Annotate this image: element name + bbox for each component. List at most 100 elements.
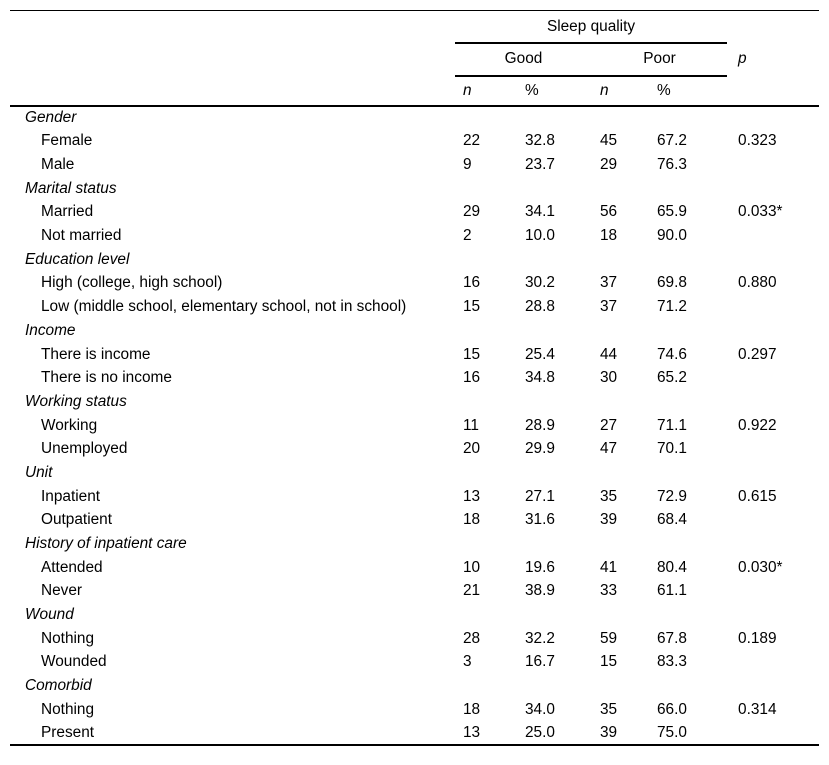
group-row: Comorbid xyxy=(10,674,819,698)
good-percent-cell: 30.2 xyxy=(525,274,555,292)
group-header-row: Good Poor p xyxy=(10,42,819,77)
p-value-cell xyxy=(727,437,819,461)
poor-n-cell: 47 xyxy=(600,440,618,458)
sub-header-row: n % n % xyxy=(10,75,820,107)
good-percent-cell: 28.8 xyxy=(525,298,555,316)
p-value-cell xyxy=(727,579,819,603)
data-row: There is no income 16 34.8 30 65.2 xyxy=(10,366,819,390)
poor-percent-cell: 69.8 xyxy=(657,274,687,292)
p-value-cell xyxy=(727,224,819,248)
good-n-cell: 28 xyxy=(463,629,481,647)
data-row: High (college, high school) 16 30.2 37 69.8 0… xyxy=(10,271,819,295)
poor-n-cell: 44 xyxy=(600,345,618,363)
data-row: Never 21 38.9 33 61.1 xyxy=(10,579,819,603)
poor-n-cell: 29 xyxy=(600,156,618,174)
group-label: Unit xyxy=(25,463,53,481)
p-value-cell xyxy=(727,721,819,745)
good-percent-cell: 29.9 xyxy=(525,440,555,458)
good-n-cell: 29 xyxy=(463,203,481,221)
p-value-cell xyxy=(727,366,819,390)
row-label: High (college, high school) xyxy=(41,274,223,292)
poor-n-cell: 59 xyxy=(600,629,618,647)
good-percent-cell: 31.6 xyxy=(525,511,555,529)
good-n-cell: 16 xyxy=(463,369,481,387)
good-percent-cell: 32.8 xyxy=(525,132,555,150)
table-header: Sleep quality Good Poor p n % n % xyxy=(10,10,820,107)
p-value-cell: 0.033* xyxy=(738,203,783,221)
poor-percent-cell: 71.1 xyxy=(657,416,687,434)
header-spacer xyxy=(10,75,455,107)
row-label: Outpatient xyxy=(41,511,113,529)
poor-percent-cell: 61.1 xyxy=(657,582,687,600)
good-percent-header: % xyxy=(517,75,592,107)
row-label: Nothing xyxy=(41,700,95,718)
sleep-quality-span-title: Sleep quality xyxy=(455,10,728,44)
data-row: Outpatient 18 31.6 39 68.4 xyxy=(10,508,819,532)
group-label: Marital status xyxy=(25,179,117,197)
poor-n-cell: 37 xyxy=(600,274,618,292)
poor-percent-cell: 65.2 xyxy=(657,369,687,387)
row-label: Female xyxy=(41,132,93,150)
good-column-header: Good xyxy=(455,42,592,77)
row-label: Attended xyxy=(41,558,103,576)
good-percent-cell: 23.7 xyxy=(525,156,555,174)
header-spacer xyxy=(727,75,820,107)
p-value-cell: 0.030* xyxy=(738,558,783,576)
good-n-cell: 10 xyxy=(463,558,481,576)
good-percent-cell: 19.6 xyxy=(525,558,555,576)
poor-n-cell: 39 xyxy=(600,511,618,529)
poor-percent-cell: 75.0 xyxy=(657,724,687,742)
row-label: There is no income xyxy=(41,369,172,387)
p-value-cell xyxy=(727,153,819,177)
data-row: Inpatient 13 27.1 35 72.9 0.615 xyxy=(10,485,819,509)
poor-percent-cell: 74.6 xyxy=(657,345,687,363)
good-percent-cell: 34.8 xyxy=(525,369,555,387)
poor-percent-cell: 76.3 xyxy=(657,156,687,174)
p-value-cell: 0.615 xyxy=(738,487,777,505)
poor-percent-cell: 70.1 xyxy=(657,440,687,458)
good-n-cell: 13 xyxy=(463,724,481,742)
data-row: Nothing 18 34.0 35 66.0 0.314 xyxy=(10,698,819,722)
p-value-cell: 0.323 xyxy=(738,132,777,150)
poor-percent-cell: 80.4 xyxy=(657,558,687,576)
good-n-cell: 2 xyxy=(463,227,472,245)
row-label: Never xyxy=(41,582,83,600)
data-row: Unemployed 20 29.9 47 70.1 xyxy=(10,437,819,461)
good-n-cell: 18 xyxy=(463,511,481,529)
row-label: There is income xyxy=(41,345,151,363)
poor-n-cell: 15 xyxy=(600,653,618,671)
poor-n-cell: 33 xyxy=(600,582,618,600)
good-percent-cell: 28.9 xyxy=(525,416,555,434)
row-label: Nothing xyxy=(41,629,95,647)
poor-n-cell: 45 xyxy=(600,132,618,150)
p-value-cell: 0.297 xyxy=(738,345,777,363)
poor-n-cell: 39 xyxy=(600,724,618,742)
poor-percent-cell: 67.8 xyxy=(657,629,687,647)
p-column-header: p xyxy=(738,50,747,68)
good-n-cell: 21 xyxy=(463,582,481,600)
good-n-cell: 11 xyxy=(463,416,479,434)
p-value-cell: 0.880 xyxy=(738,274,777,292)
poor-n-cell: 35 xyxy=(600,700,618,718)
poor-n-cell: 37 xyxy=(600,298,618,316)
poor-n-header: n xyxy=(592,75,649,107)
group-label: Gender xyxy=(25,109,77,127)
span-header-row: Sleep quality xyxy=(10,10,819,44)
poor-percent-cell: 67.2 xyxy=(657,132,687,150)
data-row: Low (middle school, elementary school, n… xyxy=(10,295,819,319)
group-label: Education level xyxy=(25,250,130,268)
data-row: There is income 15 25.4 44 74.6 0.297 xyxy=(10,342,819,366)
data-row: Not married 2 10.0 18 90.0 xyxy=(10,224,819,248)
row-label: Not married xyxy=(41,227,122,245)
data-row: Female 22 32.8 45 67.2 0.323 xyxy=(10,129,819,153)
poor-n-cell: 30 xyxy=(600,369,618,387)
poor-percent-header: % xyxy=(649,75,728,107)
poor-n-cell: 18 xyxy=(600,227,618,245)
good-n-cell: 13 xyxy=(463,487,481,505)
poor-column-header: Poor xyxy=(592,42,728,77)
good-n-cell: 15 xyxy=(463,345,481,363)
good-n-cell: 18 xyxy=(463,700,481,718)
good-percent-cell: 32.2 xyxy=(525,629,555,647)
poor-n-cell: 35 xyxy=(600,487,618,505)
row-label: Married xyxy=(41,203,94,221)
